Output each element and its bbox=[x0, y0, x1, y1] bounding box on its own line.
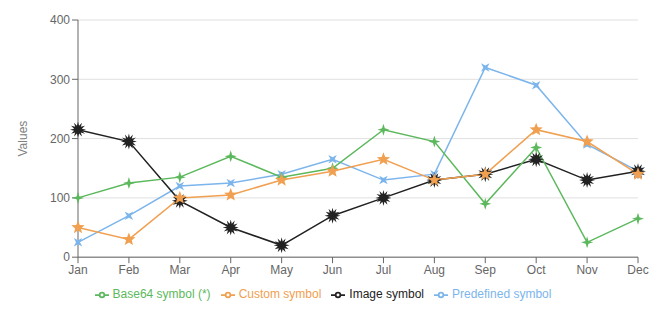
svg-text:Dec: Dec bbox=[627, 263, 648, 277]
svg-text:0: 0 bbox=[63, 250, 70, 264]
svg-text:300: 300 bbox=[50, 73, 70, 87]
svg-text:400: 400 bbox=[50, 13, 70, 27]
svg-text:Apr: Apr bbox=[221, 263, 240, 277]
svg-text:100: 100 bbox=[50, 191, 70, 205]
html-text:Image symbol: Image symbol bbox=[349, 287, 424, 302]
svg-text:200: 200 bbox=[50, 132, 70, 146]
svg-text:Jun: Jun bbox=[323, 263, 342, 277]
svg-text:Jul: Jul bbox=[376, 263, 391, 277]
svg-text:Values: Values bbox=[16, 121, 30, 157]
svg-text:Aug: Aug bbox=[424, 263, 445, 277]
svg-text:Jan: Jan bbox=[68, 263, 87, 277]
svg-text:Sep: Sep bbox=[475, 263, 497, 277]
svg-text:Feb: Feb bbox=[119, 263, 140, 277]
html-text:Custom symbol: Custom symbol bbox=[238, 287, 322, 302]
svg-text:Oct: Oct bbox=[527, 263, 546, 277]
svg-text:Nov: Nov bbox=[576, 263, 597, 277]
html-text:Predefined symbol: Predefined symbol bbox=[452, 287, 552, 302]
html-text:Base64 symbol (*): Base64 symbol (*) bbox=[112, 287, 211, 302]
svg-text:Mar: Mar bbox=[169, 263, 190, 277]
svg-text:May: May bbox=[270, 263, 293, 277]
